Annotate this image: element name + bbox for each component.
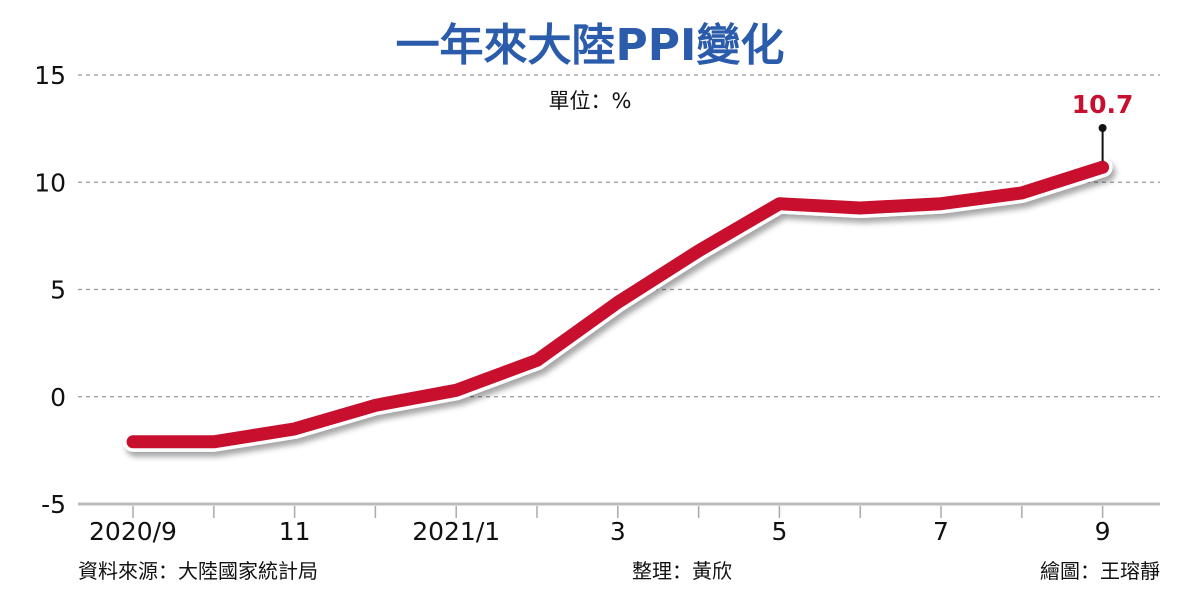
y-tick-label: 15 (34, 61, 66, 90)
x-tick-label: 9 (1095, 517, 1111, 546)
x-tick-label: 2020/9 (89, 517, 177, 546)
source-note: 資料來源：大陸國家統計局 (78, 559, 318, 583)
x-tick-label: 3 (610, 517, 626, 546)
editor-note: 整理：黃欣 (632, 559, 732, 583)
annotation-pin-head (1098, 124, 1107, 132)
y-tick-label: -5 (41, 490, 66, 519)
y-tick-label: 0 (50, 383, 66, 412)
x-tick-label: 7 (933, 517, 949, 546)
x-tick-label: 2021/1 (412, 517, 500, 546)
unit-label: 單位：% (549, 89, 632, 113)
chart-title: 一年來大陸PPI變化 (396, 20, 785, 71)
y-tick-label: 5 (50, 276, 66, 305)
artist-note: 繪圖：王瑢靜 (1040, 559, 1160, 583)
data-label-latest: 10.7 (1072, 90, 1134, 119)
y-tick-label: 10 (34, 168, 66, 197)
x-tick-label: 11 (279, 517, 311, 546)
x-tick-label: 5 (771, 517, 787, 546)
